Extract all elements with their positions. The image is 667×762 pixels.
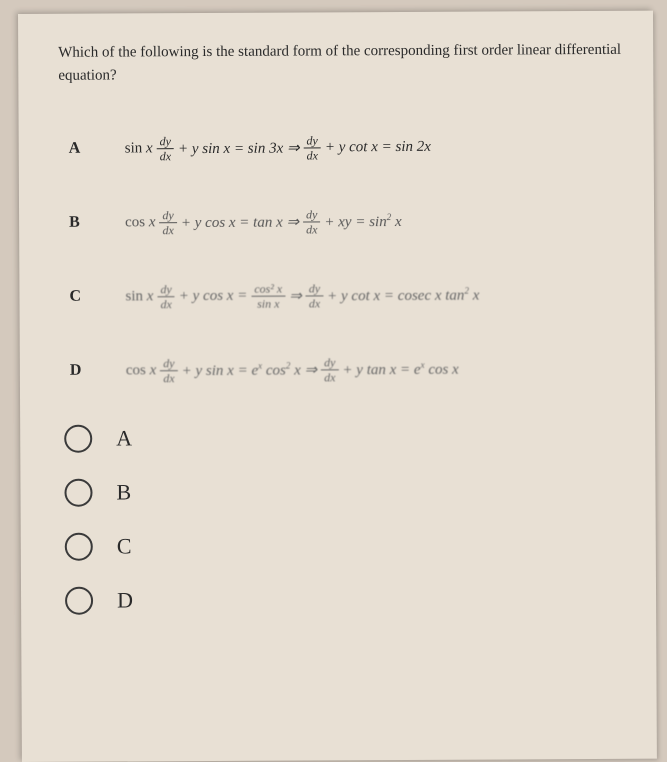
eq-part: + y tan x = ex cos x bbox=[342, 359, 458, 379]
option-row-b: B cos x dydx + y cos x = tan x ⇒ dydx + … bbox=[69, 200, 622, 243]
fn: cos x bbox=[126, 362, 157, 379]
option-letter: C bbox=[69, 287, 125, 305]
answer-choices: A B C D bbox=[64, 422, 624, 615]
option-row-d: D cos x dydx + y sin x = ex cos2 x ⇒ dyd… bbox=[70, 348, 623, 391]
eq-part: + y cot x = cosec x tan2 x bbox=[327, 285, 479, 305]
frac-dydx: dydx bbox=[159, 209, 176, 236]
eq-part: + y sin x = ex cos2 x ⇒ bbox=[182, 360, 318, 380]
radio-icon[interactable] bbox=[64, 479, 92, 507]
frac-dydx: dydx bbox=[160, 357, 177, 384]
answer-row-d[interactable]: D bbox=[65, 584, 624, 615]
frac-dydx: dydx bbox=[306, 282, 323, 309]
radio-icon[interactable] bbox=[65, 533, 93, 561]
frac-cos-sin: cos² xsin x bbox=[251, 282, 285, 309]
fn: sin x bbox=[125, 140, 153, 157]
fn: sin x bbox=[125, 288, 153, 305]
answer-label: A bbox=[116, 425, 132, 451]
frac-dydx: dydx bbox=[321, 356, 338, 383]
radio-icon[interactable] bbox=[65, 587, 93, 615]
question-text: Which of the following is the standard f… bbox=[58, 39, 621, 87]
option-equation: sin x dydx + y sin x = sin 3x ⇒ dydx + y… bbox=[125, 133, 431, 162]
option-row-a: A sin x dydx + y sin x = sin 3x ⇒ dydx +… bbox=[69, 126, 622, 169]
fn: cos x bbox=[125, 214, 156, 231]
eq-part: + y cos x = bbox=[179, 287, 248, 304]
option-letter: B bbox=[69, 213, 125, 231]
frac-dydx: dydx bbox=[157, 283, 174, 310]
page-surface: Which of the following is the standard f… bbox=[18, 11, 657, 762]
answer-row-b[interactable]: B bbox=[64, 476, 623, 507]
option-equation: cos x dydx + y sin x = ex cos2 x ⇒ dydx … bbox=[126, 355, 459, 384]
eq-part: + xy = sin2 x bbox=[324, 211, 401, 230]
frac-dydx: dydx bbox=[303, 134, 320, 161]
option-equation: sin x dydx + y cos x = cos² xsin x ⇒ dyd… bbox=[125, 281, 479, 310]
arrow: ⇒ bbox=[289, 286, 302, 305]
option-letter: A bbox=[69, 139, 125, 157]
eq-part: + y sin x = sin 3x ⇒ bbox=[178, 138, 300, 158]
radio-icon[interactable] bbox=[64, 425, 92, 453]
answer-row-a[interactable]: A bbox=[64, 422, 623, 453]
eq-part: + y cot x = sin 2x bbox=[325, 138, 431, 156]
answer-row-c[interactable]: C bbox=[65, 530, 624, 561]
equation-options: A sin x dydx + y sin x = sin 3x ⇒ dydx +… bbox=[69, 126, 623, 391]
option-row-c: C sin x dydx + y cos x = cos² xsin x ⇒ d… bbox=[69, 274, 622, 317]
option-letter: D bbox=[70, 361, 126, 379]
answer-label: C bbox=[117, 533, 132, 559]
option-equation: cos x dydx + y cos x = tan x ⇒ dydx + xy… bbox=[125, 207, 402, 235]
eq-part: + y cos x = tan x ⇒ bbox=[181, 212, 299, 232]
answer-label: B bbox=[116, 479, 131, 505]
answer-label: D bbox=[117, 587, 133, 613]
frac-dydx: dydx bbox=[303, 208, 320, 235]
frac-dydx: dydx bbox=[157, 135, 174, 162]
